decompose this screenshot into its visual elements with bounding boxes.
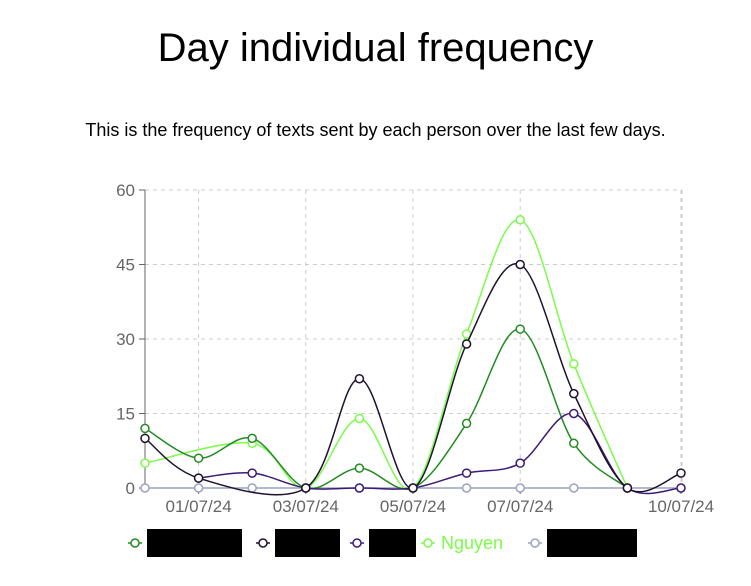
- data-point[interactable]: [354, 483, 365, 493]
- data-point[interactable]: [247, 433, 257, 444]
- data-point[interactable]: [354, 373, 365, 384]
- legend-item-1[interactable]: [256, 529, 340, 557]
- data-point[interactable]: [569, 483, 579, 493]
- data-point[interactable]: [569, 359, 579, 369]
- y-tick-label: 45: [116, 256, 135, 275]
- legend-label-redacted: [147, 529, 242, 557]
- legend-item-2[interactable]: [350, 529, 416, 557]
- series-1: [140, 259, 686, 496]
- data-point[interactable]: [247, 468, 257, 478]
- data-point[interactable]: [515, 259, 525, 270]
- data-point[interactable]: [354, 413, 365, 424]
- legend-marker: [423, 538, 433, 548]
- x-tick-label: 01/07/24: [166, 497, 232, 516]
- data-point[interactable]: [140, 483, 150, 493]
- data-point[interactable]: [569, 388, 579, 399]
- series-line: [198, 412, 682, 495]
- x-tick-label: 10/07/24: [648, 497, 714, 516]
- legend-marker: [352, 538, 362, 548]
- data-point[interactable]: [408, 483, 418, 493]
- x-tick-label: 07/07/24: [487, 497, 553, 516]
- data-point[interactable]: [247, 483, 257, 493]
- data-point[interactable]: [622, 483, 633, 493]
- chart-title: Day individual frequency: [157, 26, 594, 70]
- data-point[interactable]: [354, 463, 365, 473]
- series-line: [144, 328, 628, 491]
- y-tick-label: 15: [116, 405, 135, 424]
- data-point[interactable]: [676, 468, 686, 478]
- x-tick-label: 03/07/24: [273, 497, 339, 516]
- data-point[interactable]: [515, 483, 525, 493]
- data-point[interactable]: [515, 458, 525, 468]
- legend-item-3[interactable]: Nguyen: [421, 533, 503, 553]
- y-tick-label: 0: [126, 479, 135, 498]
- legend-label-redacted: [369, 529, 416, 557]
- data-point[interactable]: [140, 423, 150, 434]
- x-tick-label: 05/07/24: [380, 497, 446, 516]
- data-point[interactable]: [569, 408, 579, 419]
- data-point[interactable]: [569, 438, 579, 449]
- series-group: [140, 215, 686, 496]
- legend[interactable]: Nguyen: [128, 529, 637, 557]
- series-line: [144, 219, 629, 491]
- data-point[interactable]: [461, 418, 472, 429]
- data-point[interactable]: [193, 453, 204, 463]
- y-tick-label: 30: [116, 330, 135, 349]
- data-point[interactable]: [193, 483, 204, 493]
- axes: 0 15 30 45 60 01/07/24 03/07/24 05/07/24 07/07/2…: [116, 181, 714, 516]
- legend-label-redacted: [275, 529, 340, 557]
- legend-marker: [130, 538, 140, 548]
- legend-label-redacted: [547, 529, 637, 557]
- data-point[interactable]: [461, 483, 472, 493]
- data-point[interactable]: [515, 215, 525, 225]
- data-point[interactable]: [461, 339, 472, 349]
- y-tick-label: 60: [116, 181, 135, 200]
- legend-item-4[interactable]: [528, 529, 637, 557]
- legend-label: Nguyen: [441, 533, 503, 553]
- data-point[interactable]: [140, 433, 150, 444]
- legend-item-0[interactable]: [128, 529, 242, 557]
- data-point[interactable]: [301, 483, 311, 493]
- data-point[interactable]: [140, 458, 150, 468]
- data-point[interactable]: [676, 483, 686, 493]
- legend-marker: [530, 538, 540, 548]
- data-point[interactable]: [461, 468, 472, 478]
- series-line: [144, 262, 682, 496]
- data-point[interactable]: [193, 473, 204, 483]
- data-point[interactable]: [515, 324, 525, 334]
- legend-marker: [258, 538, 268, 548]
- series-3: [140, 215, 633, 493]
- grid-lines: [145, 189, 683, 488]
- chart-subtitle: This is the frequency of texts sent by e…: [85, 120, 666, 140]
